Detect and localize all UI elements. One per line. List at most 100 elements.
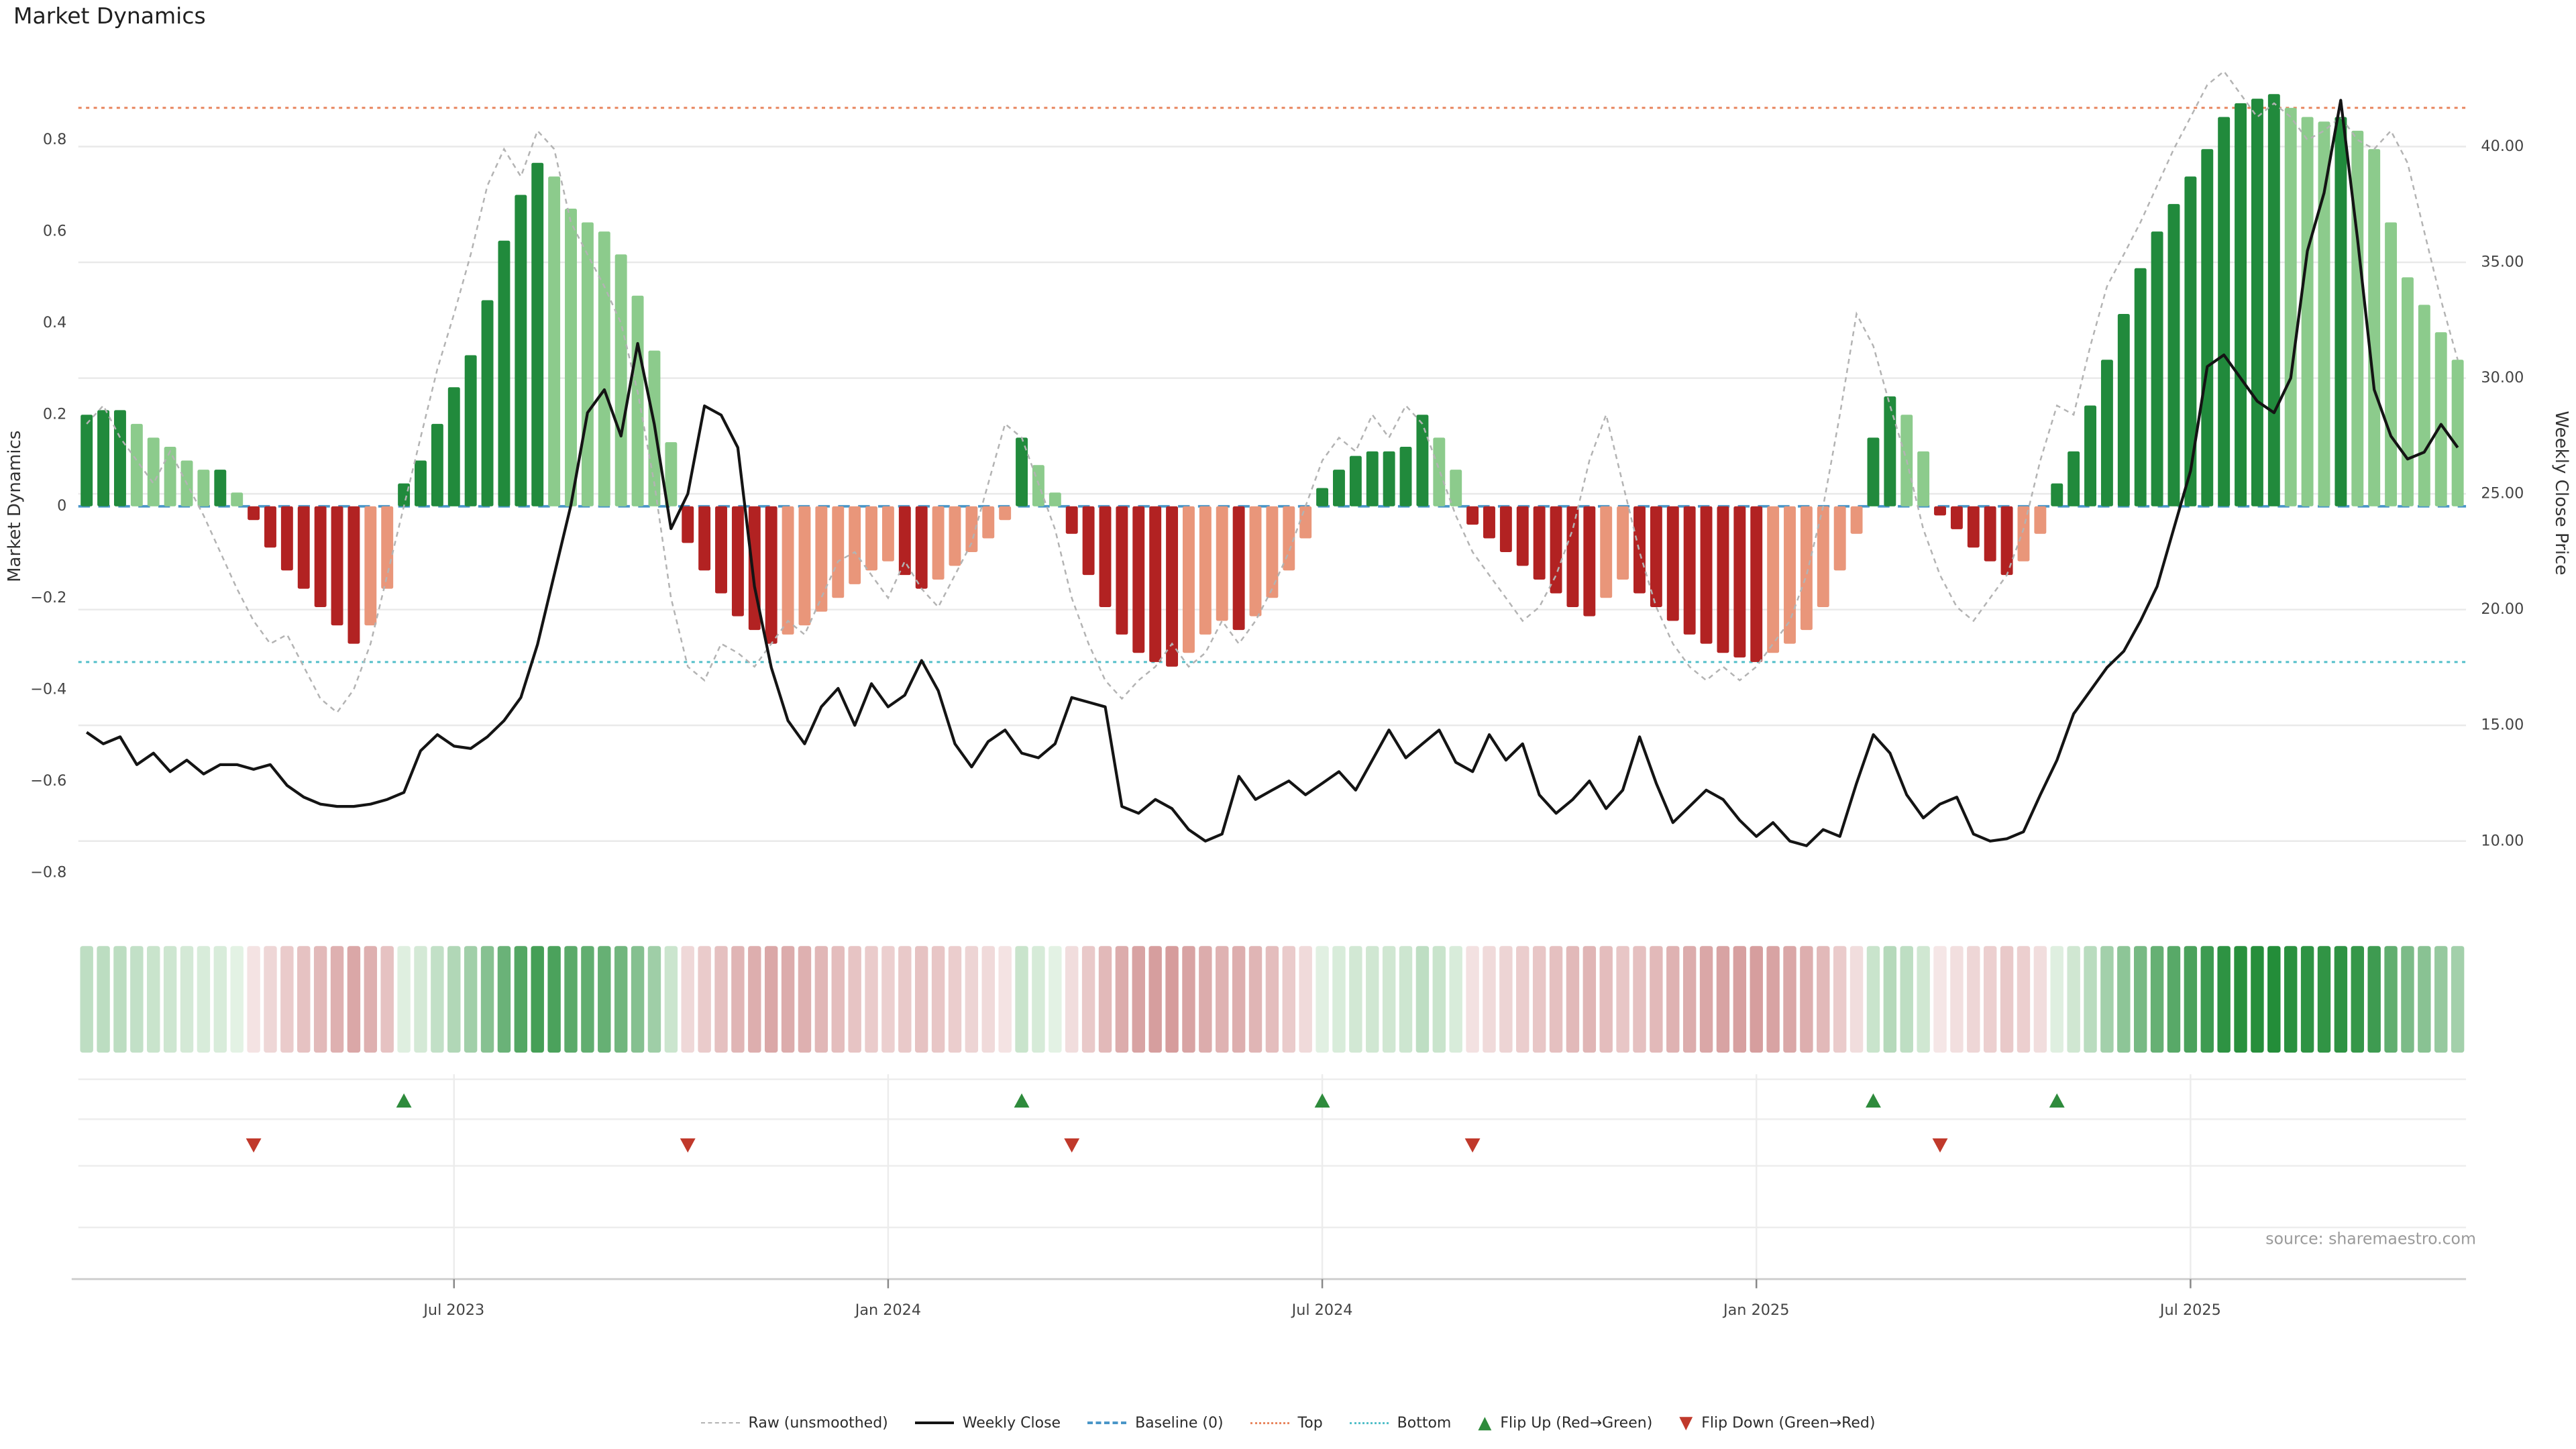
dynamics-bar bbox=[1600, 506, 1613, 598]
dynamics-bar bbox=[1533, 506, 1546, 580]
heatmap-cell bbox=[1699, 946, 1713, 1053]
heatmap-cell bbox=[1633, 946, 1646, 1053]
raw-line-layer bbox=[86, 70, 2459, 714]
dynamics-bar bbox=[999, 506, 1012, 521]
heatmap-cell bbox=[764, 946, 778, 1053]
flip-markers bbox=[246, 1093, 2065, 1153]
svg-text:Jan 2024: Jan 2024 bbox=[854, 1301, 921, 1319]
dynamics-bar bbox=[147, 437, 160, 506]
svg-text:0.6: 0.6 bbox=[43, 223, 67, 240]
heatmap-cell bbox=[748, 946, 761, 1053]
heatmap-cell bbox=[848, 946, 861, 1053]
heatmap-cell bbox=[948, 946, 962, 1053]
dynamics-bar bbox=[1383, 451, 1395, 506]
heatmap-cell bbox=[1282, 946, 1296, 1053]
heatmap-cell bbox=[247, 946, 260, 1053]
dynamics-bar bbox=[2235, 103, 2247, 506]
heatmap-cell bbox=[2184, 946, 2198, 1053]
legend-label: Flip Up (Red→Green) bbox=[1500, 1414, 1653, 1432]
svg-text:Jan 2025: Jan 2025 bbox=[1722, 1301, 1789, 1319]
svg-text:30.00: 30.00 bbox=[2481, 369, 2524, 386]
svg-text:−0.4: −0.4 bbox=[30, 680, 66, 698]
dynamics-bar bbox=[2351, 130, 2364, 506]
dynamics-bar bbox=[415, 460, 427, 506]
dynamics-bar bbox=[2434, 332, 2447, 506]
svg-text:35.00: 35.00 bbox=[2481, 254, 2524, 271]
heatmap-cell bbox=[431, 946, 444, 1053]
dynamics-bar bbox=[264, 506, 276, 548]
dynamics-bar bbox=[130, 423, 143, 506]
legend-label: Top bbox=[1297, 1414, 1323, 1432]
heatmap-cell bbox=[297, 946, 311, 1053]
heatmap-cell bbox=[714, 946, 728, 1053]
heatmap-cell bbox=[2451, 946, 2465, 1053]
dynamics-bar bbox=[431, 423, 443, 506]
heatmap-cell bbox=[1366, 946, 1379, 1053]
heatmap-cell bbox=[581, 946, 594, 1053]
dynamics-bar bbox=[1299, 506, 1312, 539]
heatmap-cell bbox=[1682, 946, 1697, 1053]
svg-text:0.4: 0.4 bbox=[43, 314, 67, 331]
raw-line-swatch-icon bbox=[700, 1422, 740, 1424]
heatmap-cell bbox=[2300, 946, 2314, 1053]
svg-text:Market Dynamics: Market Dynamics bbox=[5, 431, 25, 582]
flip-up-marker bbox=[1866, 1093, 1881, 1108]
heatmap-cell bbox=[2234, 946, 2247, 1053]
x-axis: Jul 2023 Jan 2024 Jul 2024 Jan 2025 Jul 2025 bbox=[422, 1279, 2221, 1319]
dynamics-bar bbox=[731, 506, 744, 616]
dynamics-bar bbox=[832, 506, 845, 598]
heatmap-cell bbox=[2150, 946, 2164, 1053]
dynamics-bar bbox=[1617, 506, 1629, 580]
dynamics-bar bbox=[949, 506, 961, 566]
dynamics-bar bbox=[1216, 506, 1228, 621]
dynamics-bar bbox=[1416, 415, 1429, 506]
heatmap-cell bbox=[1032, 946, 1045, 1053]
legend-item-flip-up: ▲ Flip Up (Red→Green) bbox=[1478, 1414, 1652, 1432]
legend-label: Baseline (0) bbox=[1135, 1414, 1224, 1432]
legend-item-raw: Raw (unsmoothed) bbox=[700, 1415, 888, 1432]
dynamics-bar bbox=[1182, 506, 1195, 653]
heatmap-cell bbox=[1532, 946, 1546, 1053]
heatmap-cell bbox=[347, 946, 361, 1053]
heatmap-cell bbox=[1182, 946, 1195, 1053]
dynamics-bar bbox=[531, 162, 544, 506]
heatmap-cell bbox=[380, 946, 394, 1053]
heatmap-cell bbox=[1349, 946, 1362, 1053]
dynamics-bar bbox=[1399, 447, 1412, 506]
dynamics-bar bbox=[881, 506, 894, 561]
heatmap-cell bbox=[2117, 946, 2131, 1053]
heatmap-cell bbox=[1733, 946, 1747, 1053]
baseline-swatch-icon bbox=[1087, 1421, 1127, 1424]
heatmap-cell bbox=[480, 946, 494, 1053]
heatmap-cell bbox=[2133, 946, 2147, 1053]
heatmap-cell bbox=[531, 946, 544, 1053]
dynamics-bar bbox=[1650, 506, 1662, 607]
dynamics-bar bbox=[982, 506, 995, 539]
dynamics-bar bbox=[1166, 506, 1179, 667]
heatmap-cell bbox=[1900, 946, 1913, 1053]
dynamics-bar bbox=[1817, 506, 1829, 607]
heatmap-cell bbox=[931, 946, 945, 1053]
dynamics-bar bbox=[1700, 506, 1713, 644]
heatmap-cell bbox=[2100, 946, 2114, 1053]
bars-layer bbox=[80, 94, 2464, 667]
dynamics-bar bbox=[1149, 506, 1162, 662]
dynamics-bar bbox=[1550, 506, 1562, 594]
dynamics-bar bbox=[2368, 149, 2381, 506]
heatmap-cell bbox=[1098, 946, 1112, 1053]
heatmap-cell bbox=[2067, 946, 2080, 1053]
heatmap-cell bbox=[1716, 946, 1730, 1053]
heatmap-cell bbox=[1750, 946, 1763, 1053]
dynamics-bar bbox=[1065, 506, 1078, 534]
heatmap-cell bbox=[564, 946, 578, 1053]
dynamics-bar bbox=[1333, 470, 1345, 506]
left-axis: 0.8 0.6 0.4 0.2 0 −0.2 −0.4 −0.6 −0.8 Market Dyna… bbox=[5, 131, 67, 881]
dynamics-bar bbox=[97, 410, 110, 506]
dynamics-bar bbox=[2068, 451, 2080, 506]
heatmap-cell bbox=[664, 946, 678, 1053]
heatmap-cell bbox=[514, 946, 528, 1053]
heatmap-cell bbox=[1049, 946, 1062, 1053]
heatmap-cell bbox=[1449, 946, 1462, 1053]
dynamics-bar bbox=[1349, 455, 1362, 506]
marker-panel-grid bbox=[71, 1074, 2467, 1281]
